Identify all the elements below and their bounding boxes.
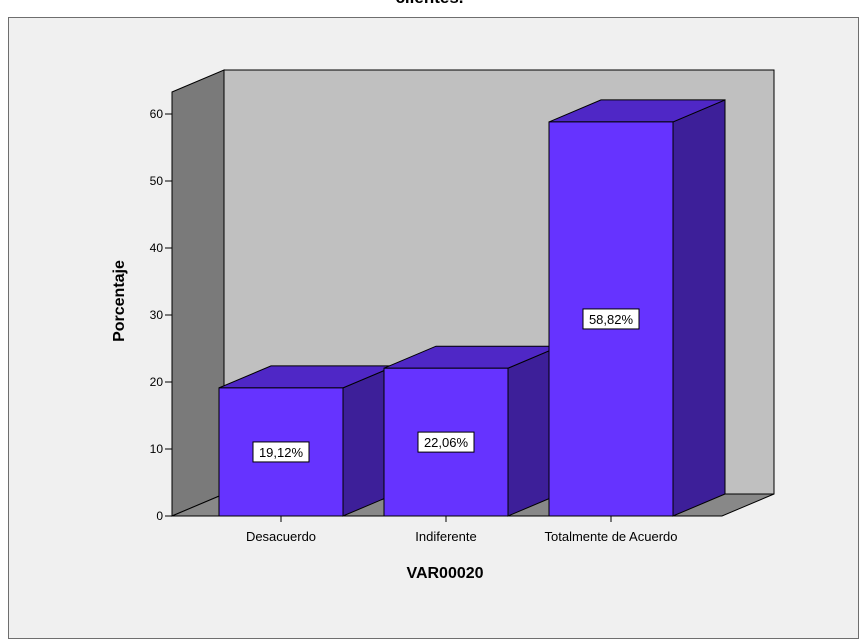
bars: 19,12% 22,06% 58,82% bbox=[218, 99, 726, 517]
data-label-box bbox=[417, 431, 475, 453]
data-label: 22,06% bbox=[424, 435, 469, 450]
bar: 19,12% bbox=[218, 365, 396, 517]
x-tick-label: Desacuerdo bbox=[246, 529, 316, 544]
data-label-box bbox=[252, 441, 310, 463]
x-axis-tick-labels: Desacuerdo Indiferente Totalmente de Acuer… bbox=[246, 516, 678, 544]
y-tick-label: 20 bbox=[150, 375, 164, 389]
y-tick-label: 50 bbox=[150, 174, 164, 188]
side-wall bbox=[171, 69, 225, 517]
y-tick-label: 60 bbox=[150, 107, 164, 121]
y-tick-label: 0 bbox=[156, 509, 163, 523]
bar: 58,82% bbox=[548, 99, 726, 517]
data-label: 58,82% bbox=[589, 312, 634, 327]
y-axis-title: Porcentaje bbox=[111, 260, 128, 342]
data-label-box bbox=[582, 308, 640, 330]
y-tick-label: 30 bbox=[150, 308, 164, 322]
y-tick-label: 40 bbox=[150, 241, 164, 255]
bar-side bbox=[672, 99, 726, 517]
bar: 22,06% bbox=[383, 345, 561, 517]
y-tick-label: 10 bbox=[150, 442, 164, 456]
x-tick-label: Totalmente de Acuerdo bbox=[545, 529, 678, 544]
x-axis-title: VAR00020 bbox=[406, 565, 483, 582]
x-tick-label: Indiferente bbox=[415, 529, 476, 544]
data-label: 19,12% bbox=[259, 445, 304, 460]
chart-title-container: clientes. bbox=[0, 0, 859, 10]
y-axis-ticks: 0 10 20 30 40 50 60 bbox=[150, 107, 172, 523]
chart-title: clientes. bbox=[0, 0, 859, 8]
